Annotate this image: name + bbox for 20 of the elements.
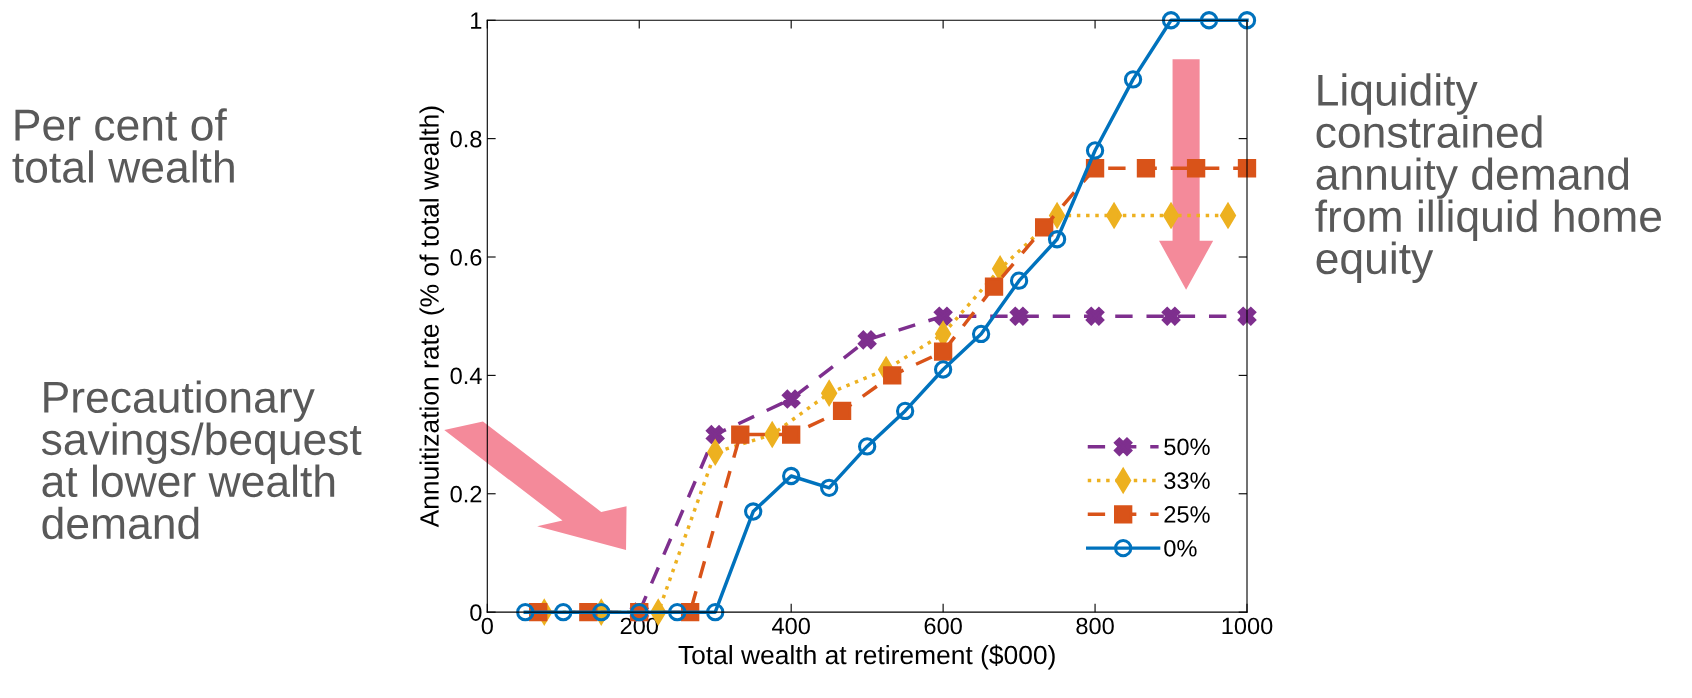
legend-label: 25% [1164, 506, 1210, 523]
text: Liquidity constrained annuity demand from illiquid home equity [1315, 73, 1661, 284]
text: Precautionary savings/bequest at lower wealth demand [41, 380, 362, 540]
x-tick-label: 600 [924, 617, 962, 635]
x-tick-label: 800 [1076, 617, 1114, 635]
y-tick-label: 1 [471, 12, 482, 29]
y-tick-label: 0.2 [450, 485, 482, 503]
x-tick-label: 400 [772, 617, 810, 635]
y-tick-label: 0.4 [450, 367, 482, 385]
x-tick-label: 0 [481, 617, 493, 635]
legend-label: 0% [1164, 539, 1197, 557]
y-tick-label: 0 [470, 604, 482, 621]
y-tick-label: 0.8 [450, 130, 482, 148]
y-axis-title: Annuitization rate (% of total wealth) [419, 106, 445, 528]
text: Per cent of total wealth [12, 108, 234, 183]
y-tick-label: 0.6 [450, 249, 482, 266]
legend-label: 50% [1164, 438, 1210, 456]
legend-label: 33% [1164, 472, 1210, 489]
x-tick-label: 1000 [1222, 617, 1273, 635]
x-axis-title: Total wealth at retirement ($000) [678, 644, 1055, 670]
